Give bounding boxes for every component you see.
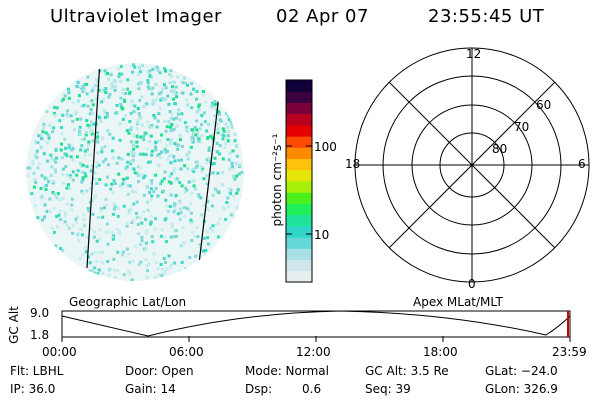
altitude-xtick-0600: 06:00 — [169, 345, 204, 359]
geo-panel-label: Geographic Lat/Lon — [69, 295, 187, 309]
colorbar-segment — [286, 248, 312, 261]
altitude-curve — [61, 310, 571, 337]
status-door: Door: Open — [125, 364, 194, 378]
colorbar-segment — [286, 158, 312, 171]
status-ip: IP: 36.0 — [10, 382, 56, 396]
colorbar-segment — [286, 237, 312, 249]
colorbar-segment — [286, 113, 312, 126]
altitude-xtick-0000: 00:00 — [42, 345, 77, 359]
colorbar-segment — [286, 270, 312, 283]
colorbar-segment — [286, 102, 312, 115]
colorbar-segment — [286, 124, 312, 137]
colorbar-segment — [286, 136, 312, 148]
colorbar-segment — [286, 91, 312, 103]
colorbar-segment — [286, 147, 312, 160]
colorbar — [285, 79, 313, 283]
polar-diagonal-2 — [388, 81, 556, 249]
altitude-xtick-2359: 23:59 — [552, 345, 587, 359]
status-dsp-value: 0.6 — [302, 382, 322, 396]
colorbar-segment — [286, 225, 312, 238]
status-glon: GLon: 326.9 — [485, 382, 558, 396]
altitude-ytick-top: 9.0 — [30, 306, 50, 320]
colorbar-tick-10: 10 — [314, 228, 330, 242]
altitude-plot — [61, 310, 571, 342]
colorbar-segment — [286, 181, 312, 193]
polar-panel-label: Apex MLat/MLT — [413, 295, 503, 309]
colorbar-unit-label: photon cm⁻²s⁻¹ — [270, 133, 284, 227]
polar-plot — [354, 47, 590, 283]
status-filter: Flt: LBHL — [10, 364, 64, 378]
colorbar-ticks — [286, 145, 312, 235]
instrument-title: Ultraviolet Imager — [50, 6, 222, 27]
colorbar-segment — [286, 192, 312, 204]
colorbar-segment — [286, 169, 312, 182]
colorbar-frame — [285, 79, 313, 283]
observation-date: 02 Apr 07 — [276, 6, 369, 27]
colorbar-segment — [286, 214, 312, 227]
mlt-label-0: 0 — [468, 277, 476, 291]
altitude-xtick-1200: 12:00 — [296, 345, 331, 359]
mlat-label-60: 60 — [536, 98, 552, 112]
status-dsp-label: Dsp: — [245, 382, 273, 396]
status-gain: Gain: 14 — [125, 382, 176, 396]
mlt-label-12: 12 — [466, 47, 482, 61]
colorbar-segment — [286, 203, 312, 216]
uv-image-disk — [26, 63, 244, 281]
status-seq: Seq: 39 — [365, 382, 411, 396]
status-mode: Mode: Normal — [245, 364, 329, 378]
colorbar-tick-100: 100 — [314, 140, 337, 154]
altitude-ylabel: GC Alt — [7, 306, 21, 344]
mlt-label-6: 6 — [578, 157, 586, 171]
mlt-label-18: 18 — [345, 157, 361, 171]
altitude-frame — [61, 310, 571, 338]
altitude-ytick-bottom: 1.8 — [30, 328, 50, 342]
observation-time: 23:55:45 UT — [428, 6, 545, 27]
altitude-xtick-1800: 18:00 — [423, 345, 458, 359]
longitude-line-west — [86, 63, 101, 269]
mlat-label-80: 80 — [492, 142, 508, 156]
mlat-label-70: 70 — [514, 120, 530, 134]
emission-pixels — [26, 63, 244, 281]
colorbar-segment — [286, 259, 312, 272]
longitude-line-east — [197, 69, 223, 273]
status-glat: GLat: −24.0 — [485, 364, 558, 378]
colorbar-segment — [286, 80, 312, 92]
status-gc-alt: GC Alt: 3.5 Re — [365, 364, 449, 378]
